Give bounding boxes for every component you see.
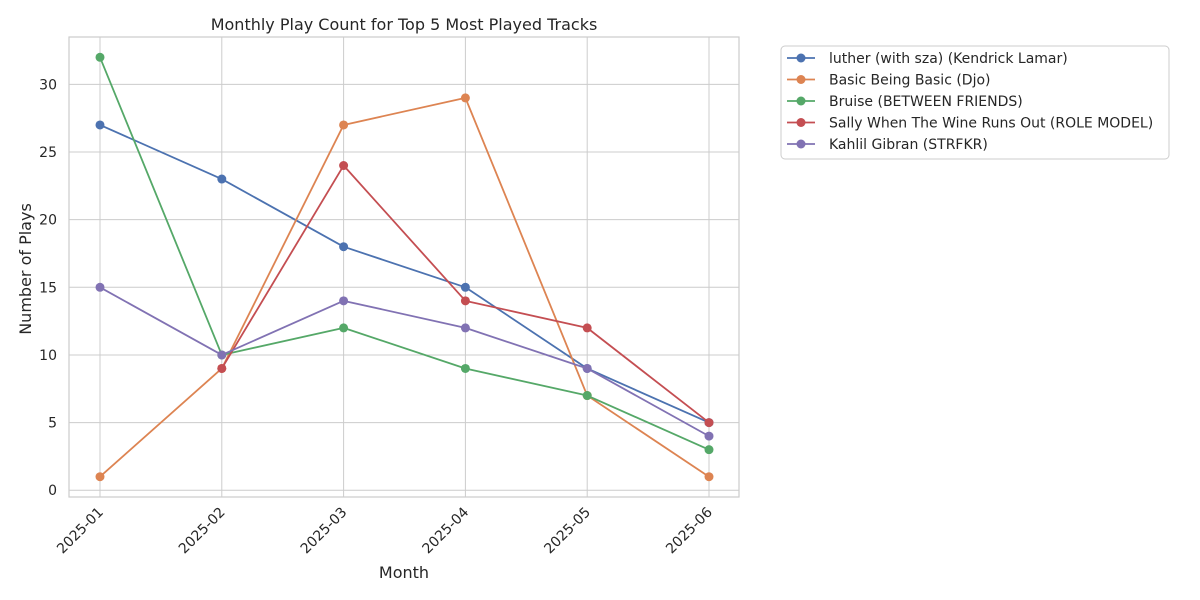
legend-marker (796, 96, 806, 106)
series-line (99, 286, 710, 437)
data-point (217, 174, 227, 184)
legend: luther (with sza) (Kendrick Lamar) Basic … (780, 45, 1170, 160)
legend-label: Kahlil Gibran (STRFKR) (829, 137, 988, 153)
legend-item: Bruise (BETWEEN FRIENDS) (787, 94, 1023, 110)
y-tick-label: 0 (48, 483, 57, 499)
data-point (217, 363, 227, 373)
legend-marker (796, 139, 806, 149)
data-point (704, 431, 714, 441)
x-axis-ticks: 2025-01 2025-02 2025-03 2025-04 2025-05 2025-… (54, 504, 716, 557)
series-line (99, 124, 710, 424)
legend-label: Bruise (BETWEEN FRIENDS) (829, 94, 1023, 110)
y-tick-label: 25 (39, 145, 57, 161)
data-point (582, 391, 592, 401)
data-point (339, 120, 349, 130)
legend-marker (796, 53, 806, 63)
data-point (217, 350, 227, 360)
data-point (339, 242, 349, 252)
legend-label: Basic Being Basic (Djo) (829, 73, 991, 89)
legend-marker (796, 75, 806, 84)
x-tick-label: 2025-06 (663, 504, 716, 557)
data-point (339, 296, 349, 306)
data-point (460, 323, 470, 333)
y-axis-ticks: 0 5 10 15 20 25 30 (39, 77, 57, 499)
series-line (99, 56, 710, 451)
x-axis-title: Month (379, 563, 429, 582)
series-bruise-between-friends (95, 52, 714, 455)
legend-box (780, 45, 1170, 160)
legend-item: luther (with sza) (Kendrick Lamar) (787, 51, 1068, 67)
y-tick-label: 15 (39, 280, 57, 296)
data-point (460, 296, 470, 306)
data-point (95, 282, 105, 292)
plot-frame (68, 36, 740, 498)
legend-item: Sally When The Wine Runs Out (ROLE MODEL… (787, 116, 1153, 132)
legend-marker (796, 118, 806, 127)
data-point (582, 323, 592, 333)
data-point (460, 282, 470, 292)
series-line (99, 96, 710, 478)
data-point (460, 363, 470, 373)
legend-item: Basic Being Basic (Djo) (787, 73, 991, 89)
x-tick-label: 2025-02 (176, 505, 229, 558)
legend-item: Kahlil Gibran (STRFKR) (787, 137, 988, 153)
data-point (339, 161, 349, 171)
series-sally-when-the-wine-runs-out-role-model (217, 161, 714, 428)
x-tick-label: 2025-04 (420, 504, 473, 557)
series-kahlil-gibran-strfkr (95, 282, 714, 441)
legend-label: Sally When The Wine Runs Out (ROLE MODEL… (829, 116, 1153, 132)
x-tick-label: 2025-03 (298, 505, 351, 558)
y-tick-label: 30 (39, 77, 57, 93)
y-tick-label: 20 (39, 213, 57, 229)
y-tick-label: 5 (48, 416, 57, 432)
y-tick-label: 10 (39, 348, 57, 364)
series-layer (95, 52, 714, 482)
data-point (460, 93, 470, 103)
data-point (582, 363, 592, 373)
x-tick-label: 2025-05 (541, 505, 594, 558)
data-point (704, 472, 714, 482)
data-point (339, 323, 349, 333)
chart-title: Monthly Play Count for Top 5 Most Played… (211, 15, 598, 34)
legend-label: luther (with sza) (Kendrick Lamar) (829, 51, 1068, 67)
data-point (704, 418, 714, 428)
data-point (95, 472, 105, 482)
y-axis-title: Number of Plays (16, 203, 35, 335)
series-basic-being-basic-djo (95, 93, 714, 482)
data-point (95, 52, 105, 62)
x-tick-label: 2025-01 (54, 505, 107, 558)
data-point (704, 445, 714, 455)
data-point (95, 120, 105, 130)
grid (69, 37, 739, 497)
